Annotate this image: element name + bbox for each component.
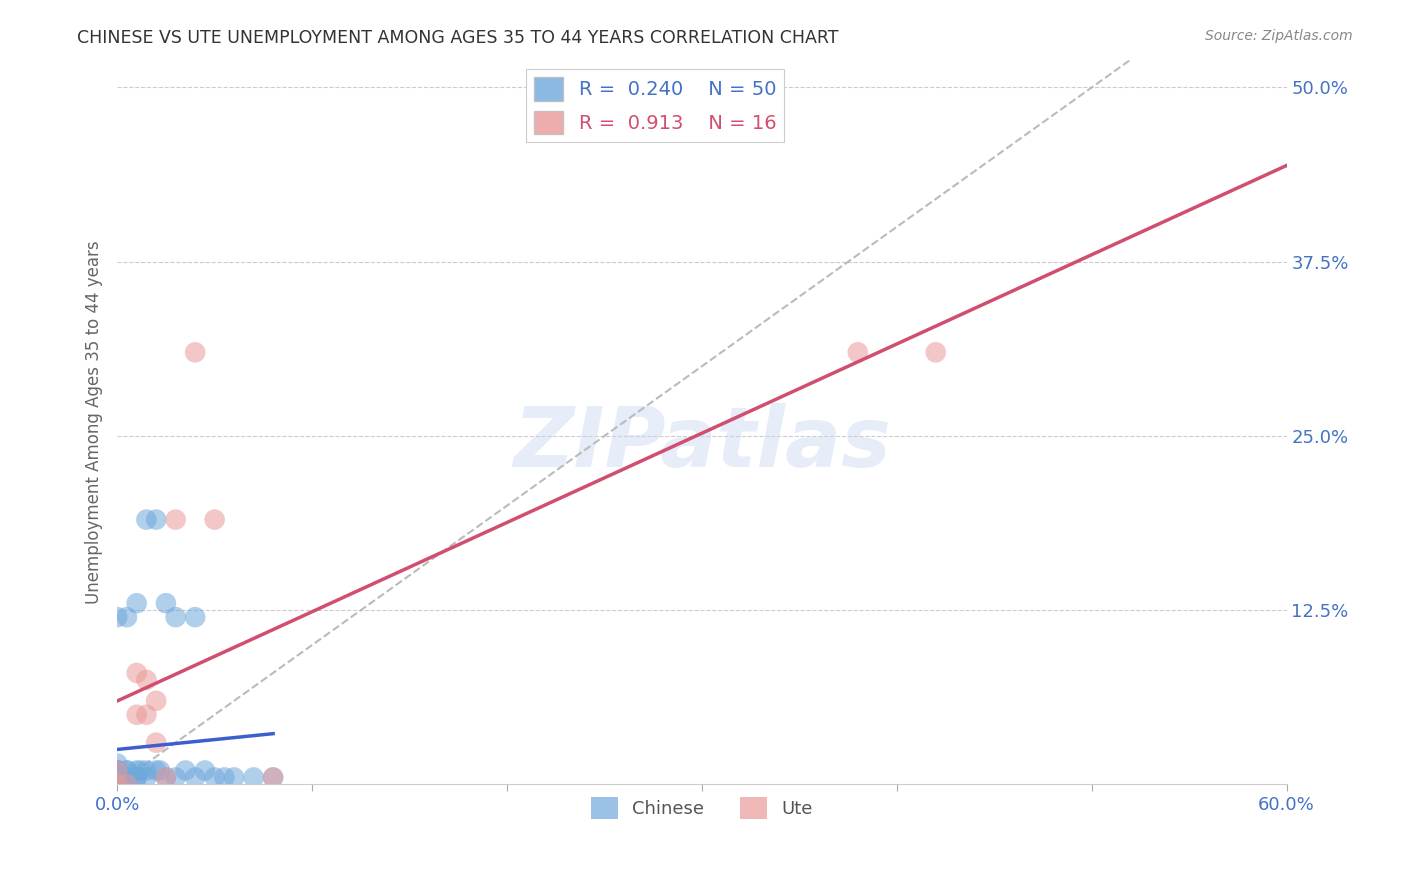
Point xyxy=(115,777,138,791)
Point xyxy=(165,771,187,785)
Point xyxy=(105,771,128,785)
Point xyxy=(115,610,138,624)
Point xyxy=(145,764,167,778)
Point xyxy=(135,512,157,526)
Point xyxy=(145,694,167,708)
Text: CHINESE VS UTE UNEMPLOYMENT AMONG AGES 35 TO 44 YEARS CORRELATION CHART: CHINESE VS UTE UNEMPLOYMENT AMONG AGES 3… xyxy=(77,29,839,46)
Point xyxy=(115,777,138,791)
Point xyxy=(145,736,167,750)
Point xyxy=(105,610,128,624)
Point xyxy=(125,771,148,785)
Point xyxy=(149,764,172,778)
Point xyxy=(135,673,157,687)
Point xyxy=(125,596,148,610)
Point xyxy=(165,610,187,624)
Point xyxy=(105,764,128,778)
Point xyxy=(204,512,226,526)
Point xyxy=(105,764,128,778)
Point xyxy=(214,771,236,785)
Point xyxy=(105,764,128,778)
Point xyxy=(105,777,128,791)
Point xyxy=(242,771,264,785)
Point xyxy=(155,771,177,785)
Point xyxy=(115,771,138,785)
Point xyxy=(184,610,207,624)
Point xyxy=(184,771,207,785)
Point xyxy=(105,777,128,791)
Point xyxy=(105,764,128,778)
Point xyxy=(115,777,138,791)
Point xyxy=(165,512,187,526)
Point xyxy=(105,771,128,785)
Point xyxy=(115,764,138,778)
Legend: Chinese, Ute: Chinese, Ute xyxy=(583,789,820,826)
Point xyxy=(105,777,128,791)
Point xyxy=(105,777,128,791)
Point xyxy=(105,764,128,778)
Point xyxy=(184,345,207,359)
Point xyxy=(262,771,284,785)
Point xyxy=(262,771,284,785)
Point xyxy=(925,345,948,359)
Point xyxy=(105,777,128,791)
Point xyxy=(204,771,226,785)
Point xyxy=(194,764,217,778)
Point xyxy=(105,777,128,791)
Point xyxy=(125,665,148,680)
Point xyxy=(174,764,197,778)
Point xyxy=(155,596,177,610)
Point xyxy=(145,512,167,526)
Point xyxy=(125,771,148,785)
Point xyxy=(846,345,869,359)
Point xyxy=(224,771,246,785)
Point xyxy=(105,777,128,791)
Point xyxy=(105,764,128,778)
Point xyxy=(135,707,157,722)
Text: ZIPatlas: ZIPatlas xyxy=(513,403,891,484)
Point xyxy=(135,771,157,785)
Text: Source: ZipAtlas.com: Source: ZipAtlas.com xyxy=(1205,29,1353,43)
Y-axis label: Unemployment Among Ages 35 to 44 years: Unemployment Among Ages 35 to 44 years xyxy=(86,240,103,604)
Point xyxy=(129,764,152,778)
Point xyxy=(125,707,148,722)
Point xyxy=(105,777,128,791)
Point xyxy=(105,777,128,791)
Point xyxy=(105,756,128,771)
Point xyxy=(135,764,157,778)
Point xyxy=(105,764,128,778)
Point xyxy=(115,764,138,778)
Point xyxy=(105,771,128,785)
Point xyxy=(155,771,177,785)
Point xyxy=(125,764,148,778)
Point xyxy=(115,771,138,785)
